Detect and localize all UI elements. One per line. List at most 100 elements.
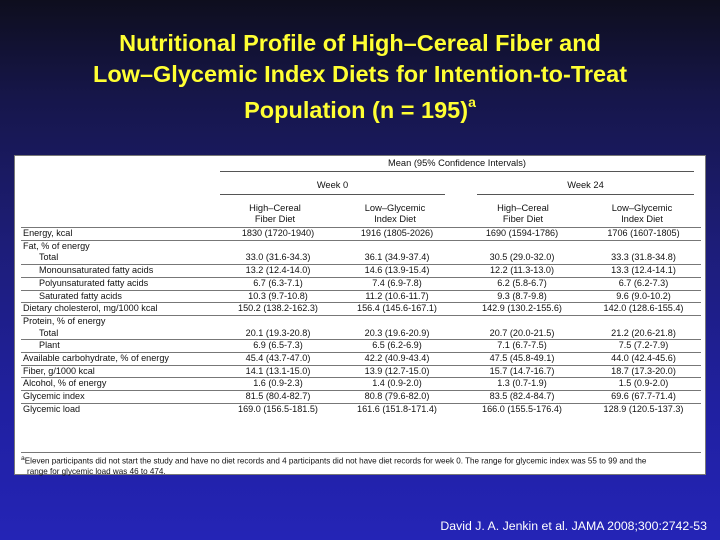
row-label: Alcohol, % of energy	[21, 377, 220, 391]
col-header-week24-fiber: High–Cereal Fiber Diet	[497, 203, 549, 224]
table-row: Monounsaturated fatty acids 13.2 (12.4-14…	[21, 264, 701, 278]
cell-value: 14.1 (13.1-15.0)	[220, 364, 336, 378]
row-label: Saturated fatty acids	[21, 289, 220, 303]
footnote-line-2: range for glycemic load was 46 to 474.	[27, 466, 166, 476]
cell-value: 20.7 (20.0-21.5)	[489, 327, 555, 338]
cell-value: 1830 (1720-1940)	[220, 227, 336, 241]
cell-value: 7.4 (6.9-7.8)	[336, 276, 458, 291]
cell-value	[458, 239, 586, 253]
cell-value: 13.3 (12.4-14.1)	[586, 264, 701, 278]
cell-value: 47.5 (45.8-49.1)	[458, 352, 586, 366]
super-header-rule	[220, 171, 694, 172]
table-row: Available carbohydrate, % of energy 45.4 …	[21, 352, 701, 366]
cell-value	[586, 239, 701, 253]
nutrition-table: Energy, kcal 1830 (1720-1940) 1916 (1805-2…	[21, 227, 701, 416]
footnote-line-1: Eleven participants did not start the st…	[24, 456, 647, 466]
cell-value: 1690 (1594-1786)	[458, 227, 586, 241]
citation: David J. A. Jenkin et al. JAMA 2008;300:…	[440, 519, 707, 533]
table-body: Energy, kcal 1830 (1720-1940) 1916 (1805-2…	[21, 227, 701, 416]
cell-value: 18.7 (17.3-20.0)	[586, 364, 701, 378]
cell-value: 13.2 (12.4-14.0)	[220, 264, 336, 278]
row-label: Fiber, g/1000 kcal	[21, 364, 220, 378]
table-row: Protein, % of energy	[21, 314, 701, 328]
row-label: Plant	[21, 339, 220, 353]
row-label: Energy, kcal	[21, 227, 220, 241]
row-label: Available carbohydrate, % of energy	[21, 352, 220, 366]
cell-value: 83.5 (82.4-84.7)	[458, 390, 586, 404]
row-label: Fat, % of energy	[21, 239, 220, 253]
cell-value: 6.7 (6.3-7.1)	[220, 276, 336, 291]
cell-value: 30.5 (29.0-32.0)	[489, 252, 555, 263]
cell-value: 81.5 (80.4-82.7)	[220, 390, 336, 404]
table-row: Glycemic index 81.5 (80.4-82.7) 80.8 (79.6…	[21, 390, 701, 404]
cell-value: 6.9 (6.5-7.3)	[220, 339, 336, 353]
cell-value: 15.7 (14.7-16.7)	[458, 364, 586, 378]
cell-value	[220, 239, 336, 253]
cell-value: 1916 (1805-2026)	[336, 227, 458, 241]
table-row: Fat, % of energy	[21, 239, 701, 253]
cell-value: 42.2 (40.9-43.4)	[336, 352, 458, 366]
table-row: Dietary cholesterol, mg/1000 kcal 150.2 (…	[21, 302, 701, 316]
table-row: Saturated fatty acids 10.3 (9.7-10.8) 11.2…	[21, 289, 701, 303]
week-0-header: Week 0	[316, 180, 349, 190]
cell-value: 10.3 (9.7-10.8)	[220, 289, 336, 303]
table-row: Plant 6.9 (6.5-7.3) 6.5 (6.2-6.9) 7.1 (6.7-…	[21, 339, 701, 353]
cell-value: 14.6 (13.9-15.4)	[336, 264, 458, 278]
cell-value: 33.0 (31.6-34.3)	[245, 252, 311, 263]
week-0-rule	[220, 194, 445, 195]
cell-value: 6.2 (5.8-6.7)	[458, 276, 586, 291]
table-row: Polyunsaturated fatty acids 6.7 (6.3-7.1)…	[21, 276, 701, 291]
row-label: Glycemic index	[21, 390, 220, 404]
cell-value: 142.9 (130.2-155.6)	[458, 302, 586, 316]
cell-value: 80.8 (79.6-82.0)	[336, 390, 458, 404]
cell-value: 6.5 (6.2-6.9)	[336, 339, 458, 353]
title-line-1: Nutritional Profile of High–Cereal Fiber…	[119, 30, 601, 56]
table-row: Alcohol, % of energy 1.6 (0.9-2.3) 1.4 (0.…	[21, 377, 701, 391]
cell-value: 128.9 (120.5-137.3)	[586, 402, 701, 416]
cell-value: 161.6 (151.8-171.4)	[336, 402, 458, 416]
row-label: Polyunsaturated fatty acids	[21, 276, 220, 291]
col-header-week24-gi: Low–Glycemic Index Diet	[611, 203, 673, 224]
cell-value: 9.3 (8.7-9.8)	[458, 289, 586, 303]
cell-value: 1.4 (0.9-2.0)	[336, 377, 458, 391]
week-24-header: Week 24	[567, 180, 604, 190]
cell-value: 11.2 (10.6-11.7)	[336, 289, 458, 303]
title-superscript: a	[468, 94, 476, 110]
cell-value: 12.2 (11.3-13.0)	[458, 264, 586, 278]
cell-value: 7.1 (6.7-7.5)	[458, 339, 586, 353]
cell-value: 166.0 (155.5-176.4)	[458, 402, 586, 416]
cell-value	[586, 314, 701, 328]
col-header-week0-fiber: High–Cereal Fiber Diet	[249, 203, 301, 224]
table-row: Total 33.0 (31.6-34.3) 36.1 (34.9-37.4) 30.…	[21, 252, 701, 264]
cell-value: 33.3 (31.8-34.8)	[611, 252, 676, 263]
cell-value	[458, 314, 586, 328]
cell-value: 44.0 (42.4-45.6)	[586, 352, 701, 366]
col-header-week0-gi: Low–Glycemic Index Diet	[364, 203, 426, 224]
cell-value: 7.5 (7.2-7.9)	[586, 339, 701, 353]
cell-value: 150.2 (138.2-162.3)	[220, 302, 336, 316]
title-line-3: Population (n = 195)a	[244, 94, 476, 123]
cell-value	[336, 239, 458, 253]
cell-value: 6.7 (6.2-7.3)	[586, 276, 701, 291]
cell-value: 142.0 (128.6-155.4)	[586, 302, 701, 316]
table-footnote: aEleven participants did not start the s…	[21, 452, 701, 477]
table-row: Total 20.1 (19.3-20.8) 20.3 (19.6-20.9) 20.…	[21, 328, 701, 340]
cell-value: 13.9 (12.7-15.0)	[336, 364, 458, 378]
row-label: Protein, % of energy	[21, 314, 220, 328]
table-row: Energy, kcal 1830 (1720-1940) 1916 (1805-2…	[21, 227, 701, 241]
cell-value: 36.1 (34.9-37.4)	[364, 252, 430, 263]
row-label: Total	[39, 252, 59, 263]
cell-value: 20.3 (19.6-20.9)	[364, 327, 430, 338]
title-line-2: Low–Glycemic Index Diets for Intention-t…	[92, 60, 628, 87]
confidence-interval-header: Mean (95% Confidence Intervals)	[388, 158, 526, 168]
table-row: Glycemic load 169.0 (156.5-181.5) 161.6 (1…	[21, 402, 701, 416]
row-label: Glycemic load	[21, 402, 220, 416]
cell-value: 169.0 (156.5-181.5)	[220, 402, 336, 416]
cell-value: 1.3 (0.7-1.9)	[458, 377, 586, 391]
table-row: Fiber, g/1000 kcal 14.1 (13.1-15.0) 13.9 (…	[21, 364, 701, 378]
cell-value: 21.2 (20.6-21.8)	[611, 327, 676, 338]
cell-value: 1706 (1607-1805)	[586, 227, 701, 241]
row-label: Monounsaturated fatty acids	[21, 264, 220, 278]
cell-value: 20.1 (19.3-20.8)	[245, 327, 311, 338]
nutrition-table-panel: Mean (95% Confidence Intervals) Week 0 W…	[14, 155, 706, 477]
